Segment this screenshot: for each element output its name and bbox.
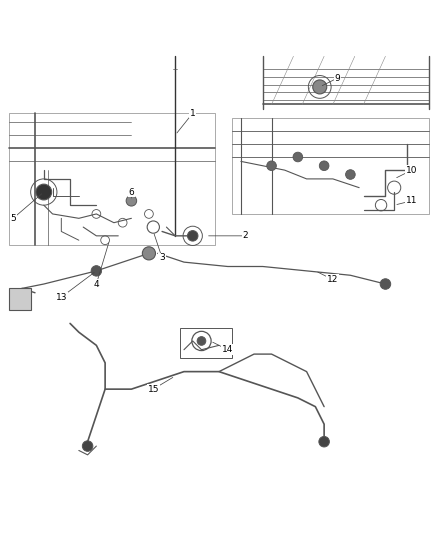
Text: 10: 10 — [406, 166, 417, 175]
Circle shape — [267, 161, 276, 171]
Circle shape — [313, 80, 327, 94]
Text: 5: 5 — [10, 214, 16, 223]
Bar — [9, 113, 215, 245]
Circle shape — [91, 265, 102, 276]
Text: 15: 15 — [148, 385, 159, 394]
Circle shape — [187, 231, 198, 241]
Bar — [9, 288, 31, 310]
Text: 4: 4 — [94, 279, 99, 288]
Text: 12: 12 — [327, 275, 339, 284]
Circle shape — [293, 152, 303, 162]
Text: 2: 2 — [243, 231, 248, 240]
Text: 11: 11 — [406, 196, 417, 205]
Circle shape — [380, 279, 391, 289]
Circle shape — [346, 169, 355, 179]
Circle shape — [36, 184, 52, 200]
Circle shape — [126, 196, 137, 206]
Text: 13: 13 — [56, 293, 67, 302]
Bar — [232, 118, 429, 214]
Circle shape — [319, 437, 329, 447]
Text: 14: 14 — [222, 345, 233, 354]
Circle shape — [319, 161, 329, 171]
Bar — [180, 328, 232, 359]
Text: 3: 3 — [159, 253, 165, 262]
Text: 1: 1 — [190, 109, 196, 118]
Text: 6: 6 — [128, 188, 134, 197]
Text: 9: 9 — [334, 74, 340, 83]
Circle shape — [82, 441, 93, 451]
Circle shape — [197, 336, 206, 345]
Circle shape — [142, 247, 155, 260]
